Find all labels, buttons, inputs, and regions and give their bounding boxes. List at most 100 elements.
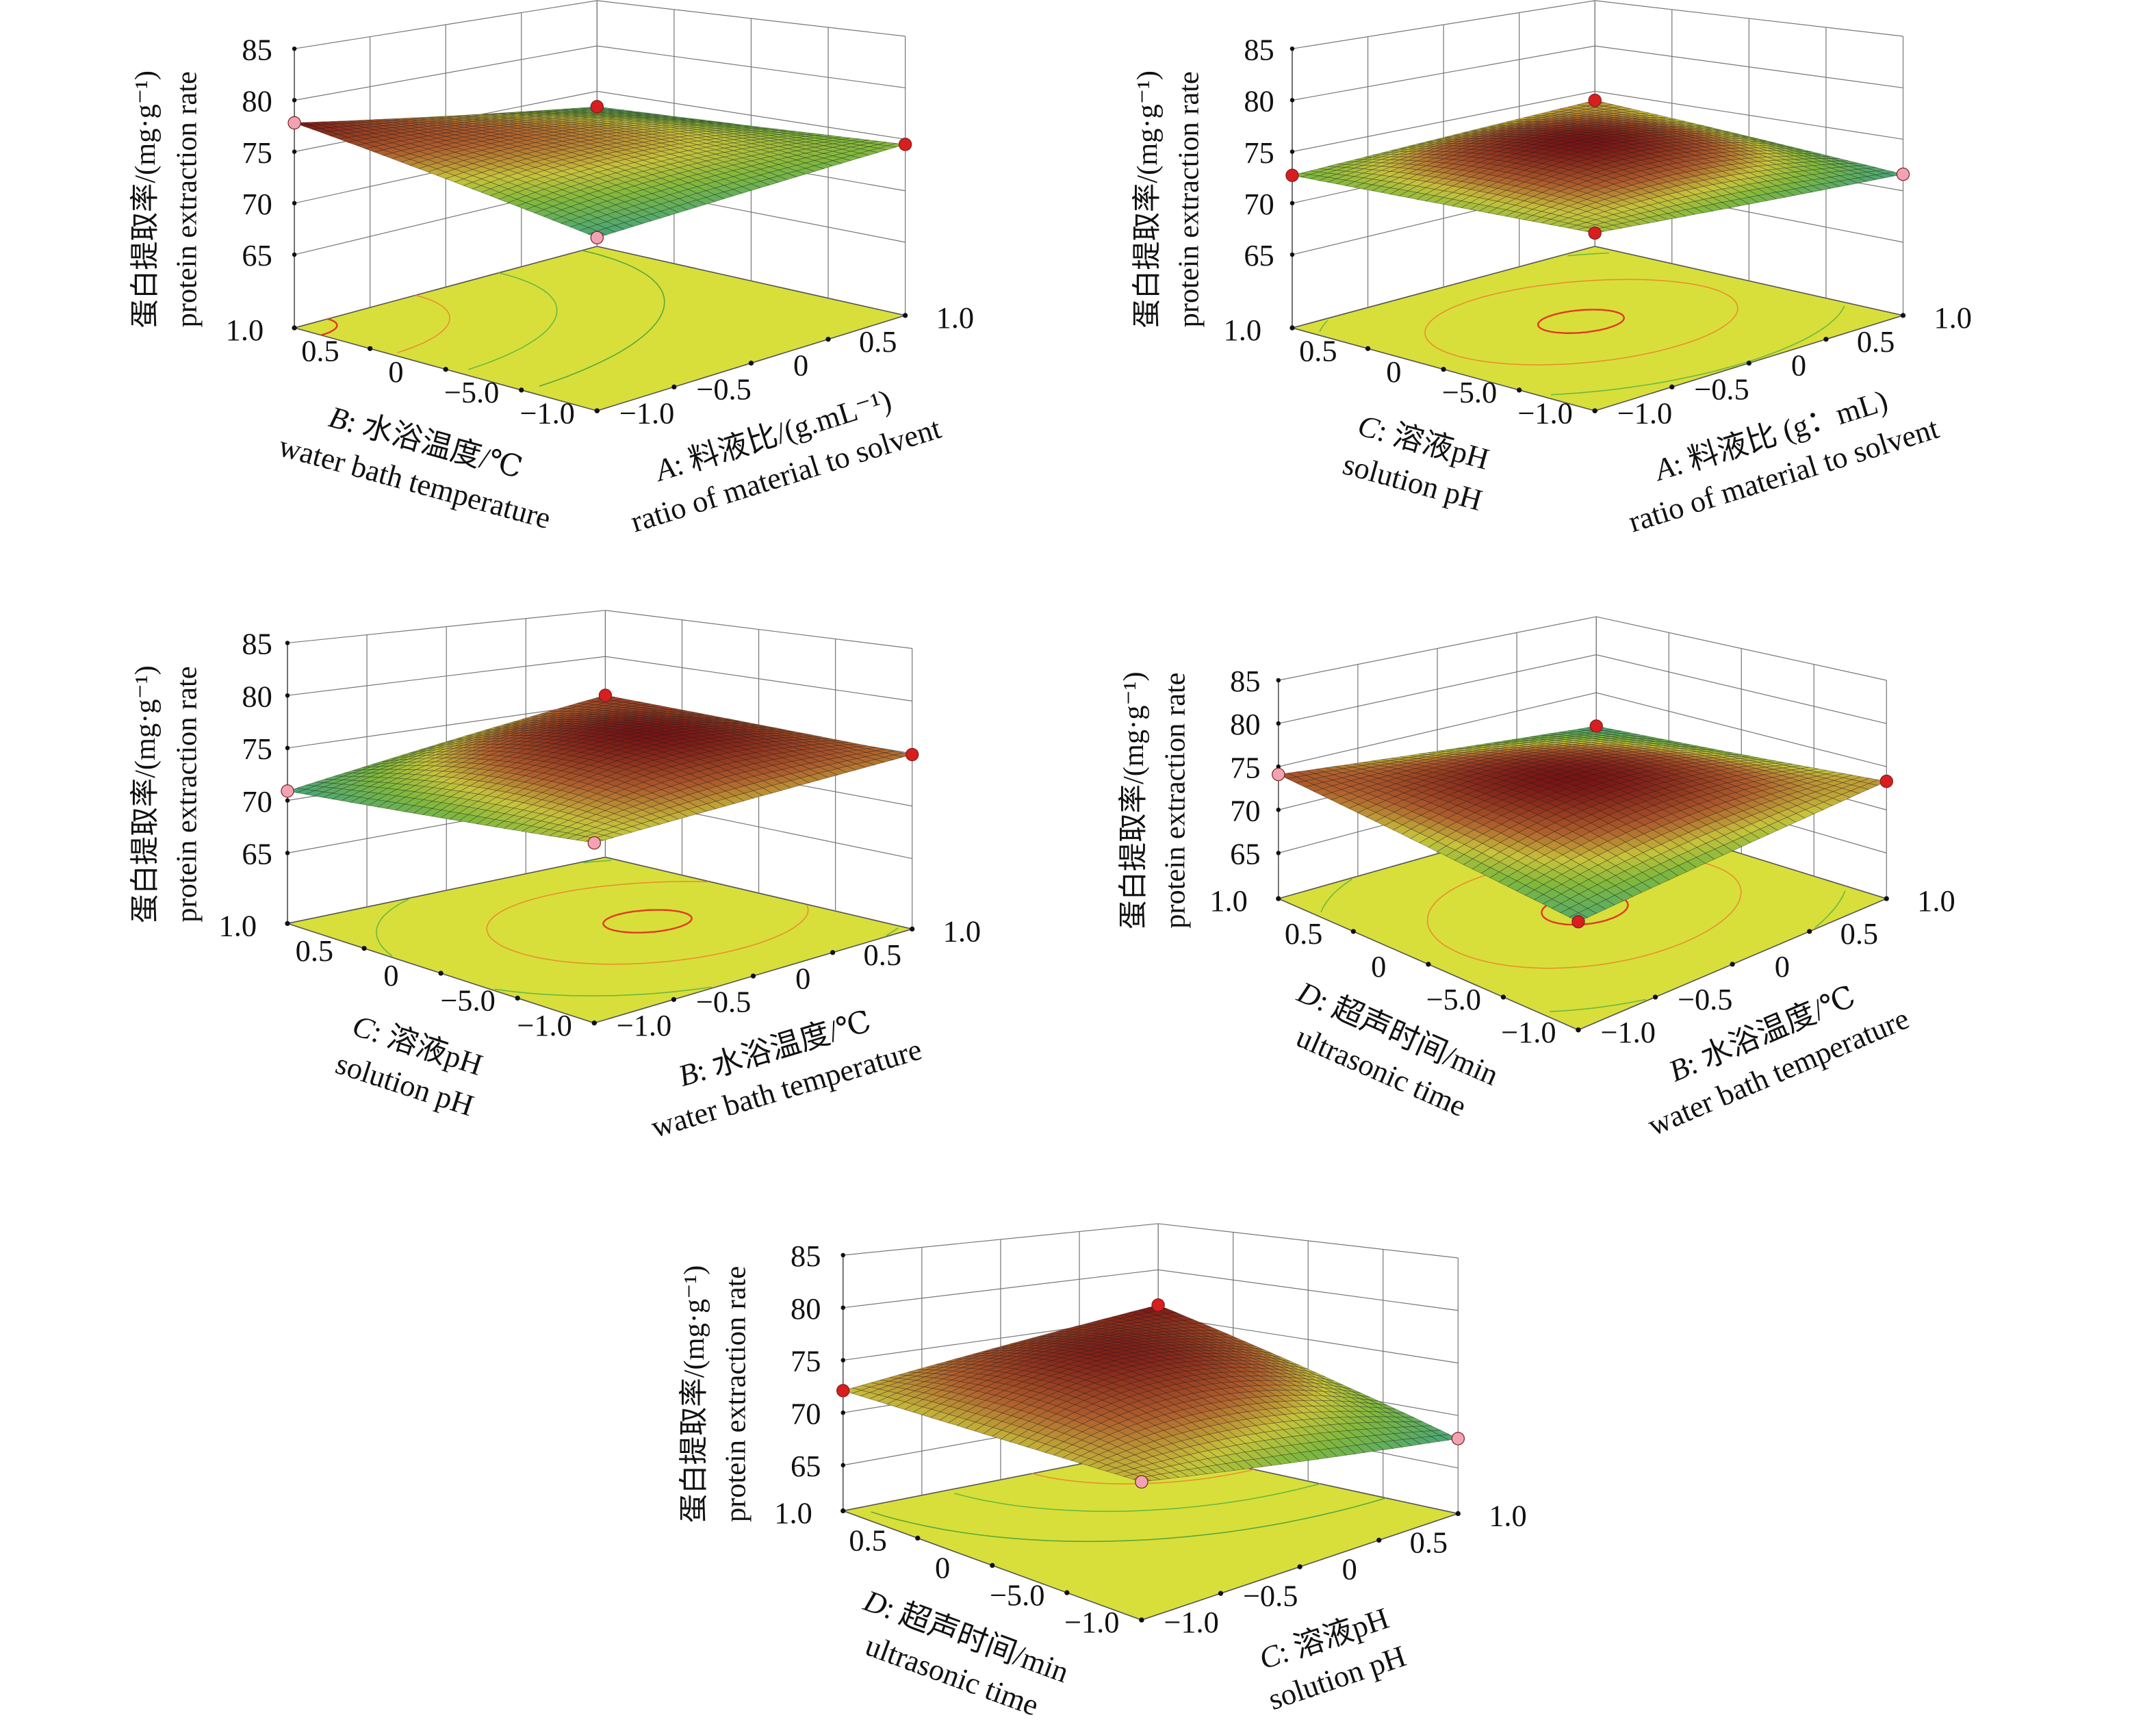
surface-quad	[715, 125, 734, 127]
surface-quad	[715, 127, 734, 131]
surface-quad	[741, 155, 762, 162]
surface-quad	[525, 172, 546, 180]
surface-quad	[733, 144, 752, 149]
z-tick-label: 80	[242, 84, 272, 118]
surface-quad	[724, 142, 743, 147]
surface-quad	[419, 118, 437, 120]
z-tick-label: 85	[1230, 664, 1260, 698]
right-axis-tick-label: 1.0	[936, 300, 975, 335]
surface-quad	[535, 114, 554, 117]
surface-quad	[517, 113, 535, 116]
z-tick-label: 85	[242, 32, 272, 66]
surface-quad	[706, 128, 725, 131]
surface-quad	[347, 120, 366, 123]
left-axis-tick-mark	[368, 346, 373, 351]
surface-quad	[786, 170, 807, 177]
surface-quad	[742, 128, 761, 131]
surface-quad	[526, 167, 546, 174]
surface-quad	[849, 153, 869, 159]
surface-quad	[796, 138, 815, 142]
z-tick-mark	[292, 252, 297, 257]
surface-quad	[742, 146, 761, 152]
left-axis-tick-mark	[443, 367, 448, 372]
surface-quad	[535, 112, 553, 114]
surface-quad	[543, 110, 562, 112]
right-axis-tick-mark	[750, 973, 756, 979]
surface-quad	[732, 168, 752, 175]
right-axis-tick-label: 0	[793, 348, 808, 383]
left-axis-tick-mark	[1289, 325, 1295, 331]
right-axis-tick-mark	[1652, 994, 1658, 1000]
surface-quad	[751, 131, 770, 134]
surface-quad	[330, 134, 348, 140]
surface-quad	[860, 140, 878, 144]
surface-quad	[508, 117, 527, 120]
design-point	[1589, 719, 1603, 733]
right-axis-tick-label: −0.5	[1694, 372, 1749, 407]
wall-gridline	[843, 1223, 1459, 1259]
z-tick-mark	[1289, 201, 1295, 206]
left-axis-tick-label: 0.5	[296, 934, 334, 968]
left-axis-tick-label: 1.0	[219, 909, 257, 943]
z-tick-label: 85	[242, 627, 272, 661]
surface-quad	[760, 140, 779, 145]
surface-quad	[741, 177, 761, 185]
z-tick-label: 65	[242, 837, 272, 871]
surface-quad	[869, 144, 888, 149]
surface-quad	[760, 133, 779, 136]
surface-quad	[724, 129, 743, 132]
surface-quad	[437, 116, 455, 118]
contour-line	[468, 272, 558, 370]
z-axis-title-en: protein extraction rate	[1173, 71, 1205, 327]
surface-quad	[732, 157, 753, 164]
surface-quad	[742, 151, 761, 157]
surface-quad	[715, 123, 734, 125]
surface-quad	[526, 110, 544, 113]
right-axis-tick-label: −1.0	[617, 1008, 672, 1042]
surface-quad	[814, 157, 834, 164]
left-axis-tick-label: −1.0	[1501, 1015, 1556, 1049]
right-axis-tick-mark	[830, 950, 836, 955]
surface-quad	[742, 131, 761, 136]
surface-quad	[330, 127, 348, 131]
surface-quad	[795, 168, 816, 175]
surface-quad	[715, 148, 734, 153]
surface-quad	[490, 114, 509, 116]
surface-quad	[869, 140, 888, 145]
surface-quad	[580, 114, 598, 117]
surface-quad	[796, 153, 815, 158]
surface-quad	[454, 114, 473, 117]
right-axis-tick-label: 1.0	[1917, 884, 1955, 918]
surface-quad	[724, 139, 743, 144]
surface-quad	[552, 110, 571, 112]
right-axis-tick-mark	[591, 1020, 597, 1026]
surface-quad	[339, 123, 357, 127]
surface-quad	[382, 153, 402, 159]
z-tick-mark	[1289, 46, 1295, 51]
surface-quad	[472, 123, 491, 126]
surface-quad	[760, 144, 779, 149]
surface-quad	[742, 127, 760, 129]
surface-quad	[741, 160, 762, 166]
surface-quad	[796, 144, 815, 150]
design-point	[281, 784, 294, 798]
left-axis-tick-label: 0.5	[301, 334, 339, 368]
surface-quad	[724, 125, 743, 128]
surface-quad	[778, 133, 797, 137]
z-tick-mark	[1289, 252, 1295, 257]
surface-quad	[571, 112, 589, 115]
surface-quad	[543, 113, 563, 115]
surface-quad	[741, 171, 762, 178]
surface-quad	[787, 137, 806, 141]
left-axis-tick-mark	[1517, 387, 1522, 393]
surface-quad	[814, 145, 833, 150]
surface-quad	[760, 135, 779, 138]
surface-quad	[760, 148, 779, 153]
surface-quad	[787, 146, 806, 151]
surface-quad	[330, 123, 348, 127]
surface-quad	[751, 145, 770, 151]
surface-quad	[733, 125, 752, 128]
surface-quad	[742, 143, 761, 148]
surface-quad	[724, 136, 743, 140]
surface-quad	[823, 138, 842, 142]
